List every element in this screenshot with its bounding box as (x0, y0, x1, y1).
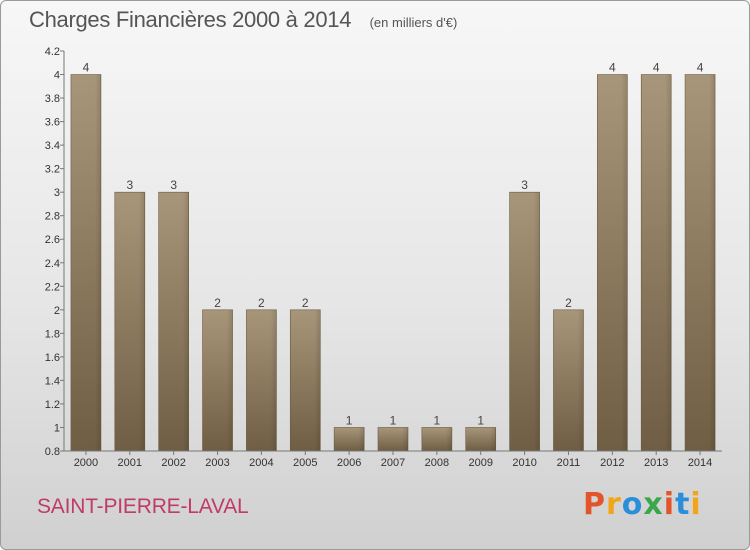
y-tick-label: 4 (54, 70, 60, 82)
y-tick-label: 4.2 (45, 46, 60, 58)
bar-shade-2003 (226, 309, 233, 451)
bar-value-label: 4 (653, 61, 660, 75)
x-tick-label: 2012 (600, 457, 624, 469)
x-tick-label: 2011 (557, 457, 581, 469)
y-tick-label: 3.6 (45, 117, 60, 129)
y-tick-label: 1 (54, 422, 60, 434)
bar-shade-2008 (445, 427, 452, 451)
x-tick-label: 2000 (74, 457, 98, 469)
x-tick-label: 2004 (249, 457, 273, 469)
logo-letter: o (621, 487, 644, 522)
bar-value-label: 2 (302, 296, 309, 310)
y-tick-label: 2.8 (45, 211, 60, 223)
x-tick-label: 2013 (644, 457, 668, 469)
y-tick-label: 1.2 (45, 399, 60, 411)
x-tick-label: 2014 (688, 457, 712, 469)
y-tick-label: 0.8 (45, 446, 60, 458)
logo-letter: r (606, 487, 622, 522)
x-tick-label: 2006 (337, 457, 361, 469)
bar-shade-2009 (489, 427, 496, 451)
bar-value-label: 2 (214, 296, 221, 310)
x-tick-label: 2007 (381, 457, 405, 469)
bar-value-label: 1 (434, 413, 441, 427)
bar-shade-2014 (709, 74, 716, 451)
x-tick-label: 2008 (425, 457, 449, 469)
axis-layer: 2000 2001 2002 2003 2004 2005 2006 2007 2008 2009… (45, 46, 722, 469)
proxiti-logo: Proxiti (583, 487, 702, 522)
logo-letter: t (675, 487, 691, 522)
y-tick-label: 2 (54, 305, 60, 317)
bar-value-label: 1 (477, 413, 484, 427)
bar-shade-2011 (577, 309, 584, 451)
y-tick-label: 3.2 (45, 164, 60, 176)
bar-shade-2012 (621, 74, 628, 451)
logo-letter: i (663, 487, 676, 522)
bar-value-label: 3 (126, 178, 133, 192)
bar-shade-2006 (358, 427, 365, 451)
x-tick-label: 2010 (512, 457, 536, 469)
bar-shade-2000 (94, 74, 101, 451)
logo-letter: x (643, 487, 664, 522)
x-tick-label: 2001 (118, 457, 142, 469)
y-tick-label: 1.4 (45, 375, 60, 387)
y-tick-label: 3.4 (45, 140, 60, 152)
bar-value-label: 1 (346, 413, 353, 427)
y-tick-label: 1.8 (45, 328, 60, 340)
bar-shade-2010 (533, 192, 540, 452)
bar-value-label: 2 (258, 296, 265, 310)
y-tick-label: 3.8 (45, 93, 60, 105)
bar-shade-2007 (402, 427, 408, 451)
bar-shade-2013 (665, 74, 672, 451)
chart-subtitle: (en milliers d'€) (369, 15, 458, 30)
x-tick-label: 2003 (205, 457, 229, 469)
bar-value-label: 3 (521, 178, 528, 192)
x-tick-label: 2002 (161, 457, 185, 469)
bar-shade-2001 (138, 192, 145, 452)
commune-name: SAINT-PIERRE-LAVAL (37, 495, 249, 518)
bar-value-label: 4 (83, 61, 90, 75)
y-tick-label: 3 (54, 187, 60, 199)
x-tick-label: 2005 (293, 457, 317, 469)
y-tick-label: 2.4 (45, 258, 60, 270)
bars-layer: 4 3 3 2 2 2 1 1 1 1 3 2 4 4 4 (70, 61, 716, 452)
y-tick-label: 1.6 (45, 352, 60, 364)
bar-value-label: 4 (697, 61, 704, 75)
bar-value-label: 4 (609, 61, 616, 75)
bar-value-label: 1 (390, 413, 397, 427)
y-tick-label: 2.2 (45, 281, 60, 293)
bar-shade-2005 (314, 309, 321, 451)
chart-header: Charges Financières 2000 à 2014 (en mill… (29, 7, 457, 33)
bar-shade-2004 (270, 309, 277, 451)
y-tick-label: 2.6 (45, 234, 60, 246)
bar-shade-2002 (182, 192, 189, 452)
logo-letter: P (583, 487, 606, 522)
bar-value-label: 3 (170, 178, 177, 192)
chart-title: Charges Financières 2000 à 2014 (29, 7, 352, 32)
logo-letter: i (690, 487, 702, 522)
x-tick-label: 2009 (468, 457, 492, 469)
bar-value-label: 2 (565, 296, 572, 310)
